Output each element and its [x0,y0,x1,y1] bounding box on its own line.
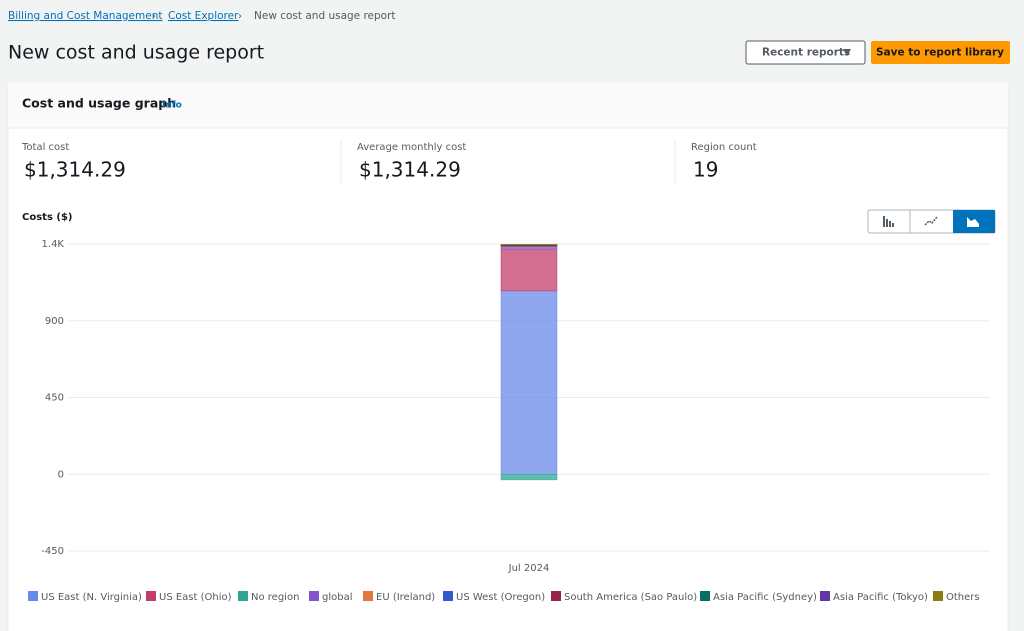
summary-value: $1,314.29 [359,158,461,182]
legend-swatch [146,591,156,601]
y-axis-title: Costs ($) [22,212,72,223]
legend-label: global [322,592,353,603]
line-icon [924,216,938,226]
legend-label: US East (N. Virginia) [41,592,142,603]
legend-swatch [309,591,319,601]
y-tick-label: 1.4K [42,239,65,250]
bar-icon [883,216,894,227]
bar-segment [500,474,558,481]
summary-label: Average monthly cost [357,142,466,153]
legend-swatch [933,591,943,601]
save-button[interactable] [871,41,1010,64]
legend-label: South America (Sao Paulo) [564,592,697,603]
info-link[interactable]: Info [162,101,182,111]
y-tick-label: 450 [45,393,64,404]
plot: -450 0 450 900 1.4K Jul 2024 US East (N. Virgi… [28,239,990,603]
legend-label: US West (Oregon) [456,592,545,603]
bar-segment [500,290,558,475]
legend-swatch [28,591,38,601]
recent-reports-button[interactable] [745,40,866,65]
button-label: Recent reports [762,47,850,59]
y-tick-label: 900 [45,316,64,327]
separator: › [152,11,156,22]
summary-value: 19 [693,158,718,182]
legend-swatch [551,591,561,601]
breadcrumb-current: New cost and usage report [254,10,396,22]
bar-segment [500,246,558,250]
breadcrumb[interactable]: Billing and Cost Management [8,10,162,22]
legend-swatch [443,591,453,601]
legend-label: No region [251,592,299,603]
legend-swatch [363,591,373,601]
x-tick-label: Jul 2024 [508,563,550,574]
page-title: New cost and usage report [8,42,264,64]
stack-icon [967,217,979,227]
legend-swatch [700,591,710,601]
legend-swatch [820,591,830,601]
summary-label: Total cost [21,142,69,153]
legend-label: Asia Pacific (Sydney) [713,592,817,603]
legend-label: Others [946,592,980,603]
legend-label: US East (Ohio) [159,592,232,603]
button-label: Save to report library [876,47,1004,59]
panel-title: Cost and usage graph [22,96,176,111]
y-tick-label: -450 [41,546,64,557]
bar-segment [500,248,558,292]
breadcrumb[interactable]: Cost Explorer [168,10,239,22]
separator: › [238,11,242,22]
summary-value: $1,314.29 [24,158,126,182]
summary-label: Region count [691,142,757,153]
y-tick-label: 0 [58,469,64,480]
legend-swatch [238,591,248,601]
legend-label: EU (Ireland) [376,592,435,603]
dropdown-icon [843,49,851,56]
line-button[interactable] [910,210,953,233]
panel-header [8,82,1008,128]
legend-label: Asia Pacific (Tokyo) [833,592,928,603]
